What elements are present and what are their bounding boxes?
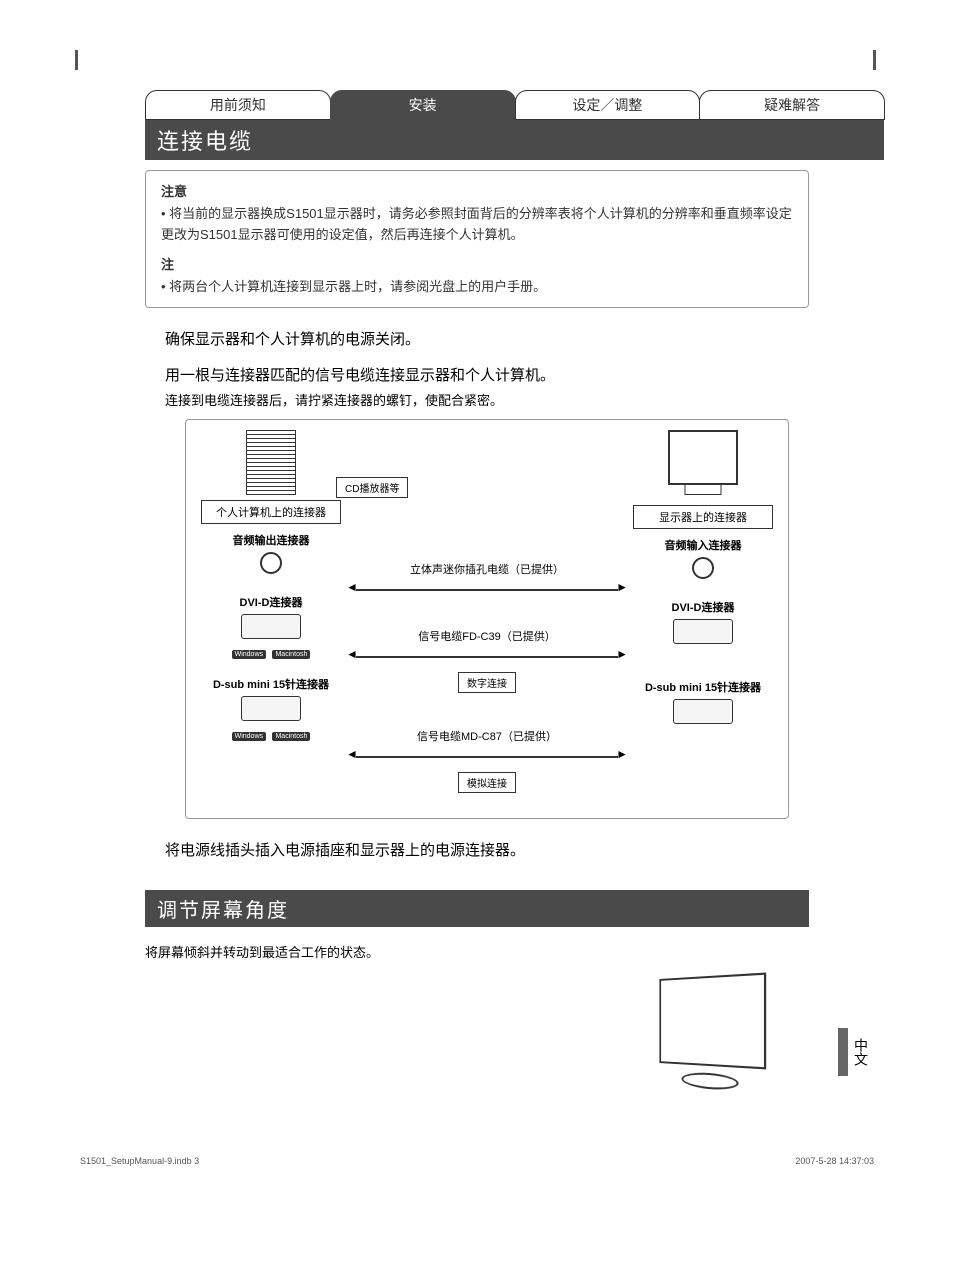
connection-diagram: 个人计算机上的连接器 音频输出连接器 DVI-D连接器 Windows Maci… bbox=[185, 419, 789, 819]
step-2-text: 用一根与连接器匹配的信号电缆连接显示器和个人计算机。 bbox=[165, 364, 809, 385]
tab-before-use: 用前须知 bbox=[145, 90, 331, 120]
pc-connector-label: 个人计算机上的连接器 bbox=[201, 500, 341, 524]
section-title-angle: 调节屏幕角度 bbox=[145, 890, 809, 927]
page-crop-markers bbox=[70, 50, 884, 70]
analog-conn-label: 模拟连接 bbox=[458, 772, 516, 793]
notice-title-attention: 注意 bbox=[161, 181, 793, 200]
audio-in-icon bbox=[692, 557, 714, 579]
footer-timestamp: 2007-5-28 14:37:03 bbox=[795, 1156, 874, 1166]
md-cable-label: 信号电缆MD-C87（已提供） bbox=[356, 728, 618, 744]
dsub-cable-line bbox=[356, 756, 618, 758]
tilt-monitor-icon bbox=[659, 973, 766, 1070]
dvi-cable-line bbox=[356, 656, 618, 658]
page-content: 用前须知 安装 设定／调整 疑难解答 连接电缆 注意 将当前的显示器换成S150… bbox=[70, 90, 884, 1126]
step-3-text: 将电源线插头插入电源插座和显示器上的电源连接器。 bbox=[165, 839, 809, 860]
dvi-right-icon bbox=[673, 619, 733, 644]
windows-badge-2: Windows bbox=[232, 732, 266, 741]
audio-cable-line bbox=[356, 589, 618, 591]
tab-settings: 设定／调整 bbox=[515, 90, 701, 120]
tab-bar: 用前须知 安装 设定／调整 疑难解答 bbox=[145, 90, 884, 120]
pc-device-icon bbox=[246, 430, 296, 495]
audio-out-icon bbox=[260, 552, 282, 574]
digital-conn-label: 数字连接 bbox=[458, 672, 516, 693]
step-3: 将电源线插头插入电源插座和显示器上的电源连接器。 bbox=[165, 839, 809, 860]
notice-item-1: 将当前的显示器换成S1501显示器时，请务必参照封面背后的分辨率表将个人计算机的… bbox=[161, 204, 793, 246]
cd-player-label: CD播放器等 bbox=[336, 477, 408, 498]
tab-install: 安装 bbox=[330, 90, 516, 120]
fd-cable-label: 信号电缆FD-C39（已提供） bbox=[356, 628, 618, 644]
dsub-left-label: D-sub mini 15针连接器 bbox=[201, 676, 341, 692]
notice-title-note: 注 bbox=[161, 254, 793, 273]
macintosh-badge-2: Macintosh bbox=[272, 732, 310, 741]
step-1-text: 确保显示器和个人计算机的电源关闭。 bbox=[165, 328, 809, 349]
dvi-left-icon bbox=[241, 614, 301, 639]
step-1: 确保显示器和个人计算机的电源关闭。 bbox=[165, 328, 809, 349]
stereo-cable-label: 立体声迷你插孔电缆（已提供） bbox=[356, 561, 618, 577]
tab-troubleshoot: 疑难解答 bbox=[699, 90, 885, 120]
language-side-tab: 中文 bbox=[838, 1028, 874, 1076]
monitor-connector-label: 显示器上的连接器 bbox=[633, 505, 773, 529]
macintosh-badge: Macintosh bbox=[272, 650, 310, 659]
notice-box: 注意 将当前的显示器换成S1501显示器时，请务必参照封面背后的分辨率表将个人计… bbox=[145, 170, 809, 308]
diagram-left-column: 个人计算机上的连接器 音频输出连接器 DVI-D连接器 Windows Maci… bbox=[201, 430, 341, 746]
section-title-cables: 连接电缆 bbox=[145, 120, 884, 160]
notice-item-2: 将两台个人计算机连接到显示器上时，请参阅光盘上的用户手册。 bbox=[161, 277, 793, 298]
os-badges-1: Windows Macintosh bbox=[201, 643, 341, 661]
audio-out-label: 音频输出连接器 bbox=[201, 532, 341, 548]
windows-badge: Windows bbox=[232, 650, 266, 659]
dvi-right-label: DVI-D连接器 bbox=[633, 599, 773, 615]
step-2-subtext: 连接到电缆连接器后，请拧紧连接器的螺钉，使配合紧密。 bbox=[165, 390, 809, 409]
monitor-device-icon bbox=[668, 430, 738, 485]
page-footer: S1501_SetupManual-9.indb 3 2007-5-28 14:… bbox=[80, 1156, 874, 1166]
tilt-diagram bbox=[629, 976, 789, 1126]
audio-in-label: 音频输入连接器 bbox=[633, 537, 773, 553]
footer-filename: S1501_SetupManual-9.indb 3 bbox=[80, 1156, 199, 1166]
dsub-right-label: D-sub mini 15针连接器 bbox=[633, 679, 773, 695]
angle-description: 将屏幕倾斜并转动到最适合工作的状态。 bbox=[145, 942, 809, 961]
step-2: 用一根与连接器匹配的信号电缆连接显示器和个人计算机。 连接到电缆连接器后，请拧紧… bbox=[165, 364, 809, 409]
diagram-right-column: 显示器上的连接器 音频输入连接器 DVI-D连接器 D-sub mini 15针… bbox=[633, 430, 773, 728]
dvi-left-label: DVI-D连接器 bbox=[201, 594, 341, 610]
dsub-left-icon bbox=[241, 696, 301, 721]
dsub-right-icon bbox=[673, 699, 733, 724]
os-badges-2: Windows Macintosh bbox=[201, 725, 341, 743]
